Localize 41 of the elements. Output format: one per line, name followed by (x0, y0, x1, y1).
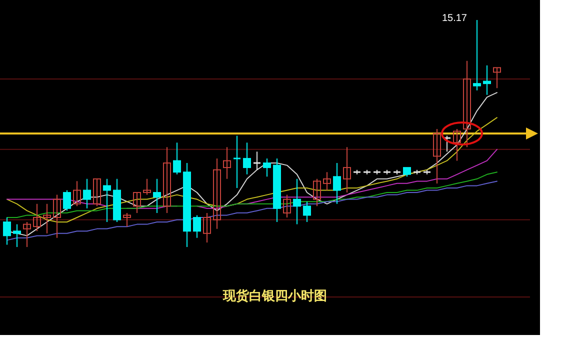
candlestick (203, 212, 211, 243)
candlestick (303, 201, 311, 223)
candlestick (473, 20, 481, 91)
candlestick (43, 203, 51, 234)
candlestick (173, 142, 181, 175)
candlestick (263, 158, 271, 178)
candlestick (313, 178, 321, 207)
candlestick (83, 178, 91, 209)
text: 现货白银四小时图 (222, 288, 327, 303)
candlestick (3, 216, 11, 246)
candlestick (63, 190, 71, 212)
candlestick (163, 146, 171, 214)
candlestick (133, 192, 141, 214)
candlestick (143, 178, 151, 196)
candlestick (123, 212, 131, 228)
candlestick (453, 128, 461, 162)
candlestick (73, 180, 81, 207)
candlestick (483, 64, 491, 96)
candlestick (193, 214, 201, 238)
candlestick (493, 67, 501, 89)
candlestick (403, 167, 411, 178)
candlestick (93, 178, 101, 207)
candlestick (13, 224, 21, 248)
candlestick (252, 151, 262, 170)
candlestick (223, 146, 231, 180)
candlestick (283, 194, 291, 218)
candlestick (33, 203, 41, 232)
candlestick (23, 222, 31, 248)
candlestick (433, 128, 441, 184)
candlestick (243, 142, 251, 175)
candlestick (213, 158, 221, 230)
candlestick (343, 146, 351, 194)
candlestick (53, 194, 61, 238)
candlestick (463, 60, 471, 148)
candlestick (293, 178, 301, 225)
candlestick (153, 178, 161, 214)
annotation: 15.17 (442, 13, 468, 24)
candlestick (333, 162, 341, 204)
candlestick (323, 172, 331, 191)
candlestick (232, 135, 242, 188)
candlestick (103, 178, 111, 223)
